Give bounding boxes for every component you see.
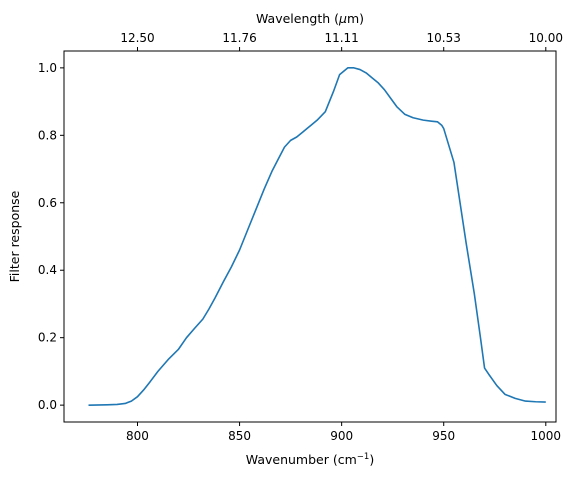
y-tick-label: 0.2	[38, 331, 57, 345]
x-axis-label: Wavenumber (cm−1)	[246, 452, 374, 467]
y-tick-label: 0.0	[38, 398, 57, 412]
x-tick-label: 800	[126, 429, 149, 443]
x-axis-label-sup: −1	[357, 452, 370, 462]
y-tick-label: 0.6	[38, 196, 57, 210]
y-tick-label: 0.8	[38, 128, 57, 142]
top-x-tick-label: 11.76	[222, 31, 256, 45]
tick-group: 800 850 900 950 1000 12.50 11.76 11.11 10.53 10.0…	[38, 31, 563, 443]
top-x-tick-label: 10.53	[427, 31, 461, 45]
x-tick-label: 900	[330, 429, 353, 443]
x-tick-label: 950	[432, 429, 455, 443]
y-axis-label: Filter response	[7, 190, 22, 282]
x-axis-label-text: Wavenumber (cm	[246, 452, 357, 467]
axes-frame	[63, 50, 557, 423]
top-x-axis-label-end: m)	[347, 11, 364, 26]
x-axis-label-end: )	[369, 452, 374, 467]
top-x-axis-label: Wavelength (μm)	[256, 11, 364, 26]
top-x-tick-label: 10.00	[529, 31, 563, 45]
top-x-tick-label: 11.11	[324, 31, 358, 45]
y-tick-label: 0.4	[38, 263, 57, 277]
plot-area	[88, 67, 546, 406]
x-tick-label: 1000	[531, 429, 562, 443]
y-tick-label: 1.0	[38, 61, 57, 75]
top-x-tick-label: 12.50	[120, 31, 154, 45]
x-tick-label: 850	[228, 429, 251, 443]
top-x-axis-label-text: Wavelength (	[256, 11, 339, 26]
series-line-0	[88, 67, 546, 406]
top-x-axis-label-mu: μ	[338, 11, 347, 26]
